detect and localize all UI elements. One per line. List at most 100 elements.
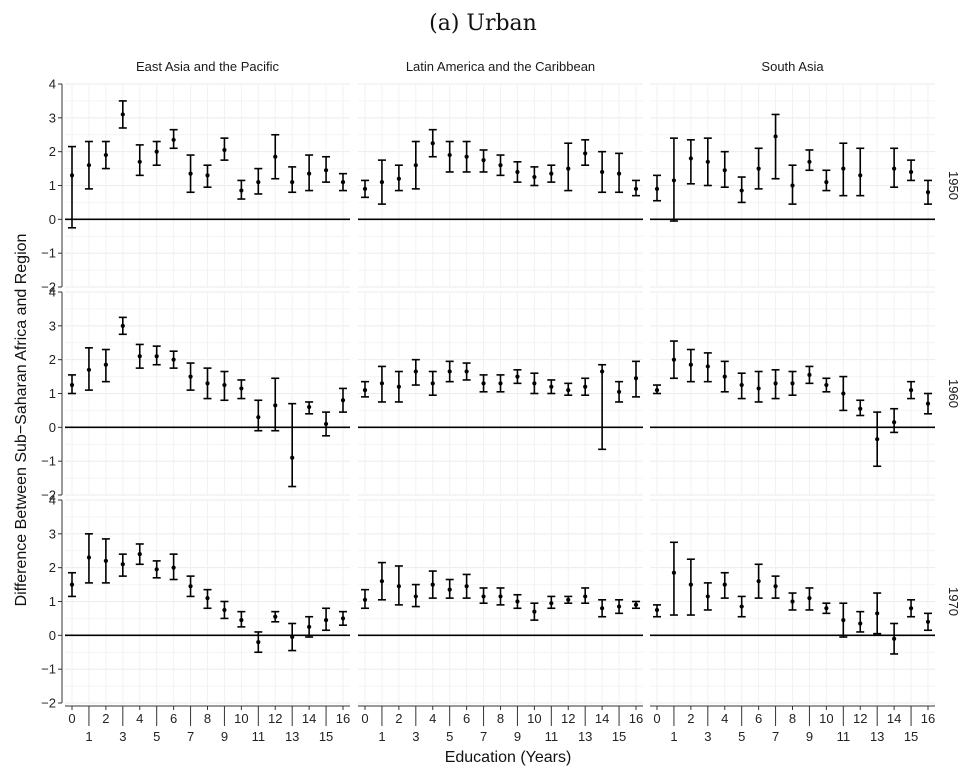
x-tick-label: 12 xyxy=(268,711,282,726)
x-tick-label: 6 xyxy=(463,711,470,726)
point-estimate xyxy=(807,596,812,601)
error-bar xyxy=(394,565,403,606)
error-bar xyxy=(598,599,607,618)
error-bar xyxy=(288,622,297,652)
panel xyxy=(65,83,350,288)
error-bar xyxy=(479,149,488,173)
row-strip-label: 1950 xyxy=(946,171,961,200)
x-axis-label: Education (Years) xyxy=(445,749,572,766)
error-bar xyxy=(669,541,678,616)
point-estimate xyxy=(616,389,622,394)
point-estimate xyxy=(239,386,244,391)
point-estimate xyxy=(239,188,244,193)
error-bar xyxy=(703,352,712,383)
y-tick-label: −2 xyxy=(41,696,56,711)
error-bar xyxy=(445,578,454,599)
error-bar xyxy=(839,602,848,638)
x-tick-label: 2 xyxy=(102,711,109,726)
point-estimate xyxy=(616,604,622,609)
x-tick-label: 11 xyxy=(837,729,851,744)
row-strip-label: 1960 xyxy=(946,379,961,408)
error-bar xyxy=(686,348,695,383)
error-bar xyxy=(703,582,712,611)
point-estimate xyxy=(430,381,435,386)
y-tick-label: 3 xyxy=(49,526,56,541)
point-estimate xyxy=(447,587,452,592)
point-estimate xyxy=(583,151,588,156)
x-axes: 0 2 4 6 8 10 12 14 161 3 5 7 9 11 13 150 2 4 6 8 10 12 14 161 3 5… xyxy=(65,705,935,744)
point-estimate xyxy=(858,621,863,626)
error-bar xyxy=(924,612,932,632)
point-estimate xyxy=(908,169,914,175)
point-estimate xyxy=(515,169,520,175)
point-estimate xyxy=(790,381,795,386)
point-estimate xyxy=(340,180,346,185)
x-tick-label: 1 xyxy=(378,729,385,744)
error-bar xyxy=(361,380,369,398)
error-bar xyxy=(220,600,229,620)
point-estimate xyxy=(103,558,108,564)
error-bar xyxy=(152,560,161,579)
y-axis-label: Difference Between Sub−Saharan Africa an… xyxy=(13,234,30,607)
error-bar xyxy=(581,587,590,604)
error-bar xyxy=(322,411,331,437)
point-estimate xyxy=(722,582,727,587)
point-estimate xyxy=(566,597,571,602)
point-estimate xyxy=(413,369,418,374)
error-bar xyxy=(288,166,297,194)
error-bar xyxy=(428,128,437,158)
point-estimate xyxy=(362,186,368,191)
row-strip-labels: 1950 1960 1970 xyxy=(946,171,961,616)
point-estimate xyxy=(671,178,677,183)
point-estimate xyxy=(925,619,931,624)
x-tick-label: 7 xyxy=(480,729,487,744)
x-tick-label: 16 xyxy=(629,711,643,726)
error-bar xyxy=(428,570,437,599)
error-bar xyxy=(411,583,420,608)
error-bar xyxy=(220,137,229,161)
point-estimate xyxy=(205,381,210,386)
point-estimate xyxy=(464,584,469,589)
x-tick-label: 4 xyxy=(136,711,143,726)
error-bar xyxy=(339,387,347,413)
point-estimate xyxy=(824,382,829,388)
point-estimate xyxy=(222,607,227,613)
error-bar xyxy=(203,164,212,188)
error-bar xyxy=(890,147,899,188)
point-estimate xyxy=(908,388,914,393)
panel xyxy=(650,83,935,288)
x-tick-label: 4 xyxy=(721,711,728,726)
point-estimate xyxy=(69,382,75,388)
error-bar xyxy=(169,128,178,150)
point-estimate xyxy=(340,616,346,621)
error-bar xyxy=(68,571,76,598)
point-estimate xyxy=(688,156,693,161)
point-estimate xyxy=(171,137,176,142)
error-bar xyxy=(237,179,246,200)
point-estimate xyxy=(379,180,385,185)
error-bar xyxy=(513,161,522,183)
point-estimate xyxy=(633,602,639,607)
error-bar xyxy=(169,553,178,581)
point-estimate xyxy=(340,398,346,403)
error-bar xyxy=(615,380,624,403)
point-estimate xyxy=(633,376,639,381)
error-bar xyxy=(68,374,76,395)
error-bar xyxy=(822,602,831,615)
point-estimate xyxy=(892,166,897,171)
error-bar xyxy=(186,154,195,194)
error-bar xyxy=(322,607,331,632)
error-bar xyxy=(805,149,814,172)
point-estimate xyxy=(790,183,795,188)
point-estimate xyxy=(481,381,486,386)
error-bar xyxy=(101,348,110,383)
point-estimate xyxy=(396,584,401,589)
point-estimate xyxy=(137,552,142,557)
column-strip-labels: East Asia and the Pacific Latin America a… xyxy=(136,59,824,74)
error-bar xyxy=(754,147,763,190)
point-estimate xyxy=(790,599,795,604)
point-estimate xyxy=(413,163,418,168)
error-bar xyxy=(254,631,263,654)
error-bar xyxy=(394,370,403,403)
error-bar xyxy=(720,571,729,599)
